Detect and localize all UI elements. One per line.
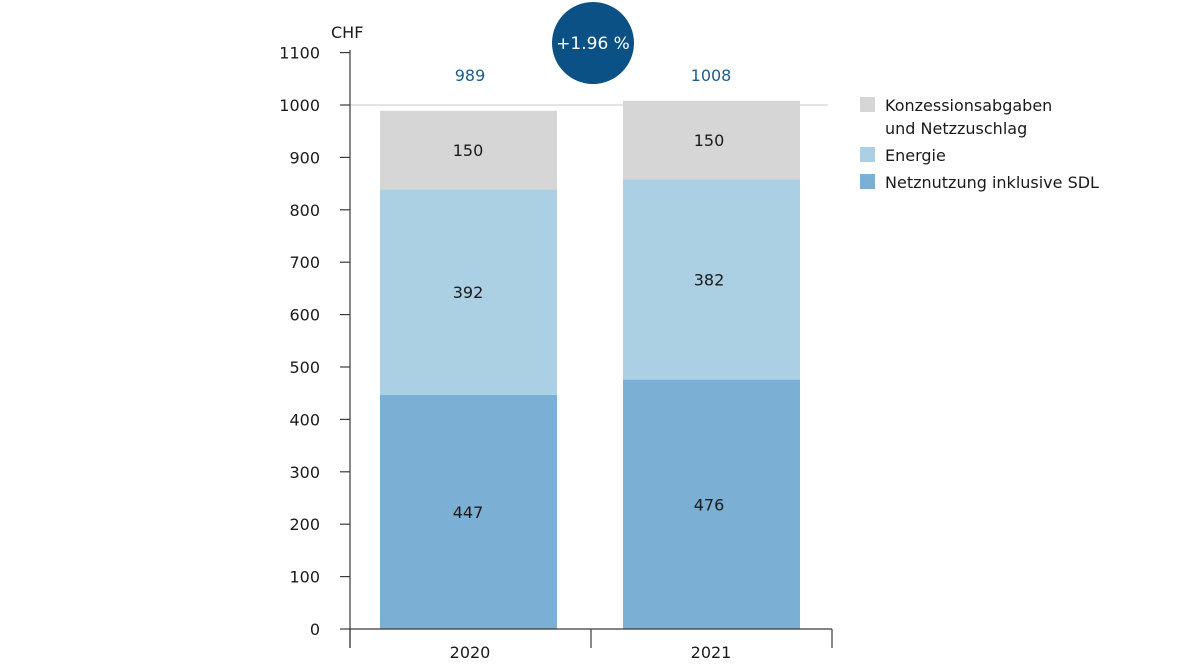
bar-segment-2021-1 [623, 179, 800, 380]
y-tick-label-1000: 1000 [279, 96, 320, 115]
bar-segment-2020-0 [380, 394, 557, 629]
x-tick-label-2020: 2020 [450, 643, 491, 662]
y-tick-label-900: 900 [289, 148, 320, 167]
y-tick-label-100: 100 [289, 568, 320, 587]
y-tick-label-0: 0 [310, 620, 320, 639]
x-tick-label-2021: 2021 [691, 643, 732, 662]
y-axis-unit-label: CHF [331, 23, 363, 42]
data-label-2020-0: 447 [453, 503, 484, 522]
bar-segment-2020-1 [380, 189, 557, 395]
legend-label-0-1: und Netzzuschlag [885, 119, 1027, 138]
bar-segment-2020-2 [380, 110, 557, 190]
y-tick-label-200: 200 [289, 515, 320, 534]
data-label-2021-1: 382 [694, 270, 725, 289]
bar-segment-2021-0 [623, 379, 800, 629]
total-label-2021: 1008 [691, 66, 732, 85]
y-tick-label-800: 800 [289, 201, 320, 220]
y-tick-label-500: 500 [289, 358, 320, 377]
legend-label-0-0: Konzessionsabgaben [885, 96, 1052, 115]
bar-segment-2021-2 [623, 100, 800, 180]
y-tick-label-700: 700 [289, 253, 320, 272]
legend-swatch-2 [860, 174, 875, 189]
legend-swatch-0 [860, 97, 875, 112]
y-tick-label-600: 600 [289, 306, 320, 325]
y-tick-label-300: 300 [289, 463, 320, 482]
legend-swatch-1 [860, 147, 875, 162]
legend-label-1-0: Energie [885, 146, 946, 165]
data-label-2021-2: 150 [694, 131, 725, 150]
data-label-2020-2: 150 [453, 141, 484, 160]
change-badge-label: +1.96 % [556, 34, 630, 54]
data-label-2020-1: 392 [453, 283, 484, 302]
legend-label-2-0: Netznutzung inklusive SDL [885, 173, 1099, 192]
change-badge [552, 2, 634, 84]
y-tick-label-400: 400 [289, 410, 320, 429]
data-label-2021-0: 476 [694, 495, 725, 514]
y-tick-label-1100: 1100 [279, 44, 320, 63]
total-label-2020: 989 [455, 66, 486, 85]
